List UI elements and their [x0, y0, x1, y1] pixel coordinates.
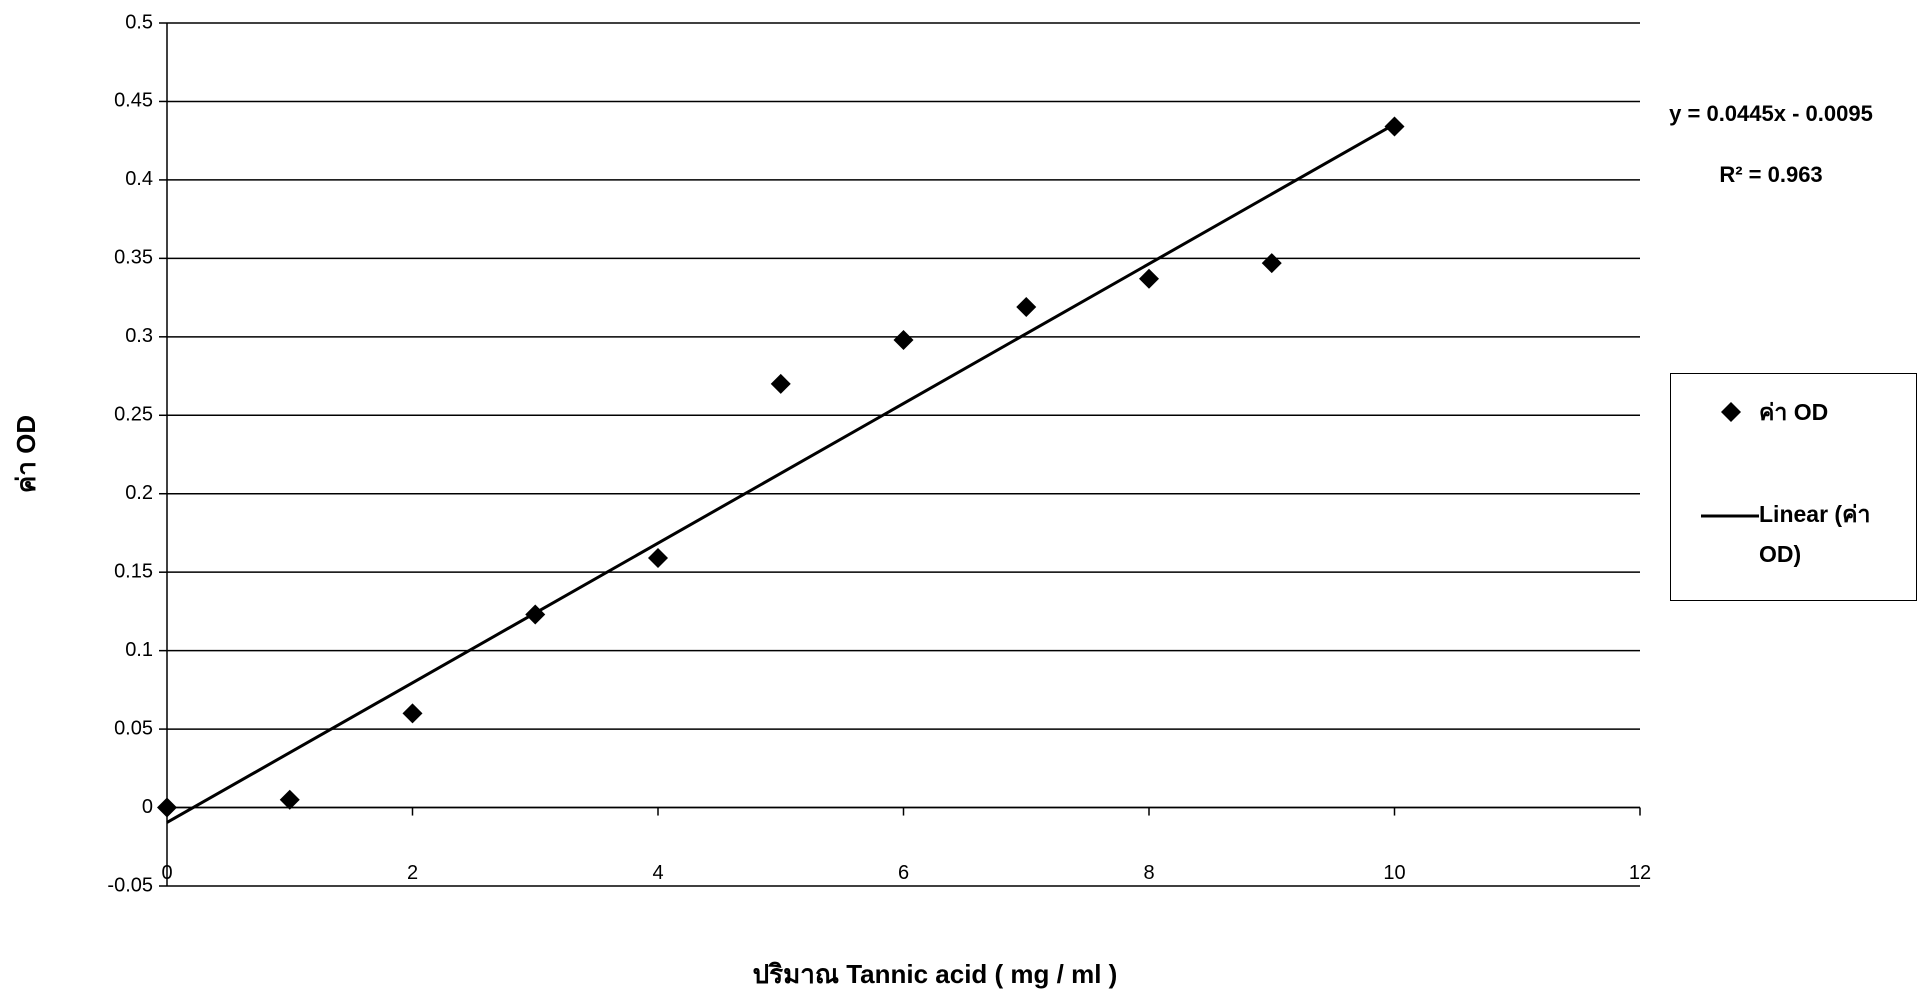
- x-tick-label: 8: [1143, 862, 1154, 884]
- x-tick-label: 0: [161, 862, 172, 884]
- y-tick-label: 0.25: [114, 404, 153, 426]
- legend-icon: [1671, 494, 1759, 539]
- y-tick-label: 0.05: [114, 717, 153, 739]
- y-tick-label: 0.15: [114, 560, 153, 582]
- y-tick-label: 0.3: [125, 325, 153, 347]
- data-point: [1262, 253, 1282, 273]
- y-tick-label: 0.5: [125, 11, 153, 33]
- legend-entry: ค่า OD: [1671, 392, 1916, 437]
- data-point: [894, 330, 914, 350]
- legend-marker: [1721, 402, 1741, 422]
- data-point: [280, 790, 300, 810]
- page: ค่า OD ปริมาณ Tannic acid ( mg / ml ) y …: [0, 0, 1929, 998]
- x-axis-label: ปริมาณ Tannic acid ( mg / ml ): [753, 959, 1118, 989]
- legend: ค่า OD Linear (ค่า OD): [1670, 373, 1917, 601]
- y-tick-label: 0.2: [125, 482, 153, 504]
- x-tick-label: 12: [1629, 862, 1651, 884]
- legend-icon: [1671, 392, 1751, 437]
- data-point: [771, 374, 791, 394]
- trend-line: [167, 124, 1395, 822]
- data-point: [1139, 269, 1159, 289]
- y-tick-label: 0.45: [114, 90, 153, 112]
- y-tick-label: 0: [142, 796, 153, 818]
- x-tick-label: 6: [898, 862, 909, 884]
- data-point: [648, 548, 668, 568]
- data-point: [403, 703, 423, 723]
- chart: ค่า OD ปริมาณ Tannic acid ( mg / ml ) y …: [0, 0, 1929, 998]
- data-point: [1016, 297, 1036, 317]
- legend-entry: Linear (ค่า OD): [1671, 494, 1916, 584]
- legend-label: Linear (ค่า OD): [1759, 494, 1909, 574]
- x-tick-label: 2: [407, 862, 418, 884]
- equation: y = 0.0445x - 0.0095: [1669, 101, 1873, 126]
- y-tick-label: 0.35: [114, 247, 153, 269]
- r-squared: R² = 0.963: [1719, 162, 1822, 187]
- y-axis-label: ค่า OD: [11, 415, 41, 493]
- data-point: [157, 798, 177, 818]
- x-tick-label: 4: [652, 862, 663, 884]
- legend-label: ค่า OD: [1759, 392, 1909, 432]
- y-tick-label: -0.05: [107, 874, 153, 896]
- y-tick-label: 0.4: [125, 168, 153, 190]
- y-tick-label: 0.1: [125, 639, 153, 661]
- x-tick-label: 10: [1383, 862, 1405, 884]
